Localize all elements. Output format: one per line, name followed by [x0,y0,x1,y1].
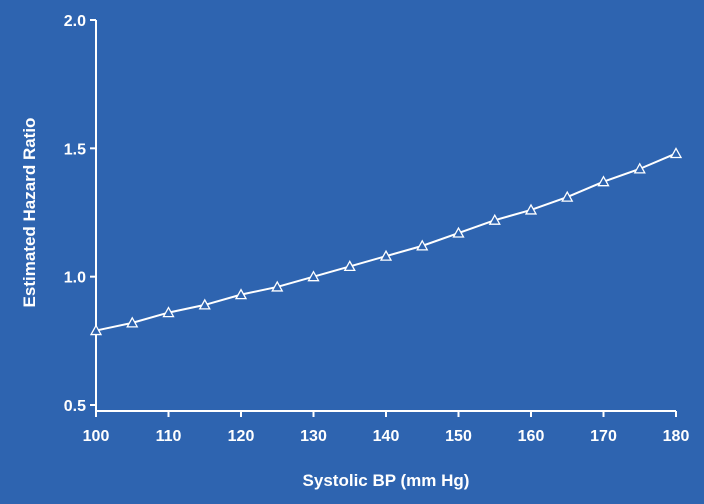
x-axis-title: Systolic BP (mm Hg) [303,471,470,490]
data-point-triangle [271,280,284,292]
data-point-triangle [597,175,610,187]
axes [95,20,676,412]
x-tick-label: 120 [228,428,255,445]
x-axis-ticks: 100 110 120 130 140 150 160 170 180 [83,411,690,445]
x-tick-label: 110 [156,428,182,445]
y-tick-label: 1.0 [64,270,86,287]
x-tick-label: 180 [663,428,690,445]
data-point-triangle [343,260,356,272]
data-point-triangle [198,298,211,310]
data-point-triangle [234,288,248,300]
y-axis-ticks: 0.5 1.0 1.5 2.0 [64,13,96,415]
data-point-markers [89,147,683,336]
data-point-triangle [162,306,175,318]
data-point-triangle [89,324,103,336]
data-point-triangle [488,213,501,225]
x-tick-label: 140 [373,428,400,445]
y-tick-label: 0.5 [64,398,86,415]
data-point-triangle [669,147,683,159]
hazard-ratio-line [95,152,677,332]
x-tick-label: 130 [300,428,327,445]
y-axis-title: Estimated Hazard Ratio [20,118,39,308]
data-point-triangle [524,203,538,215]
x-tick-label: 100 [83,428,110,445]
data-point-triangle [126,316,139,328]
data-point-triangle [633,162,646,174]
x-tick-label: 170 [590,428,617,445]
y-tick-label: 1.5 [64,141,86,158]
y-tick-label: 2.0 [64,13,86,30]
x-tick-label: 150 [445,428,472,445]
data-point-triangle [379,249,393,261]
x-tick-label: 160 [518,428,545,445]
data-point-triangle [416,239,429,251]
data-point-triangle [307,270,320,282]
data-point-triangle [561,190,574,202]
data-point-triangle [452,226,465,238]
